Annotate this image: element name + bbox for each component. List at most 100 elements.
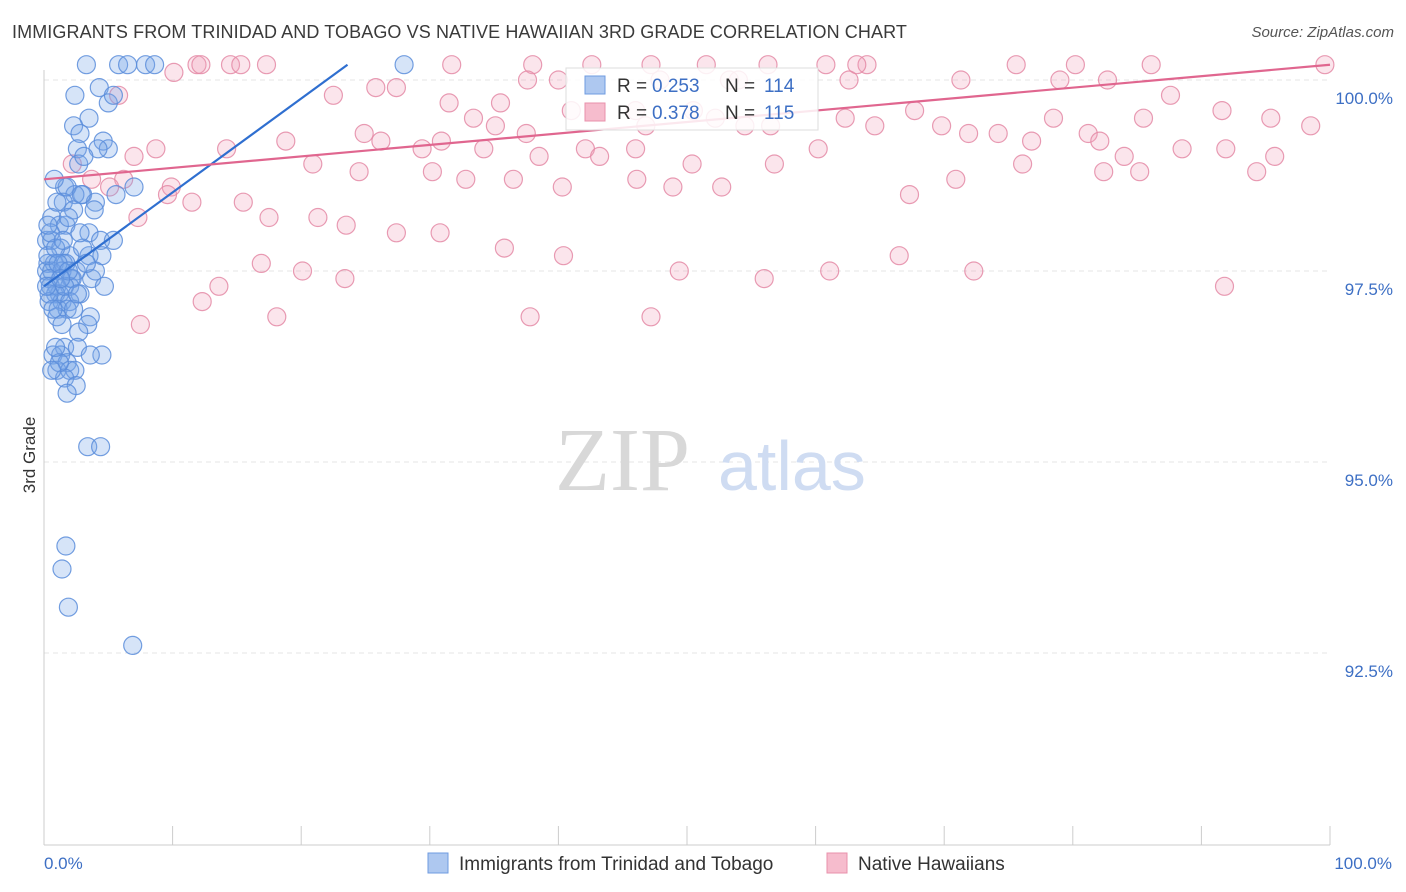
point-hawaiians-99: [308, 207, 328, 228]
point-trinidad-24: [124, 177, 144, 197]
point-hawaiians-26: [951, 70, 971, 90]
point-hawaiians-11: [816, 55, 836, 75]
y-tick-label-0: 100.0%: [1335, 89, 1393, 108]
point-hawaiians-28: [108, 85, 129, 105]
point-hawaiians-13: [1006, 55, 1026, 75]
point-hawaiians-104: [553, 246, 574, 266]
point-trinidad-77: [65, 360, 85, 380]
point-hawaiians-93: [1130, 162, 1150, 182]
point-hawaiians-121: [130, 314, 150, 335]
y-tick-labels: 100.0% 97.5% 95.0% 92.5%: [1335, 89, 1393, 681]
legend-swatch-trinidad: [584, 75, 606, 95]
point-hawaiians-17: [517, 70, 538, 90]
point-trinidad-113: [47, 192, 67, 212]
legend-n-value-hawaiians: 115: [764, 103, 794, 124]
point-hawaiians-84: [503, 169, 524, 189]
watermark: ZIP atlas: [555, 411, 866, 510]
chart-title: IMMIGRANTS FROM TRINIDAD AND TOBAGO VS N…: [12, 22, 907, 42]
point-hawaiians-51: [1212, 100, 1232, 121]
point-trinidad-5: [394, 55, 414, 75]
point-hawaiians-102: [430, 223, 450, 243]
point-hawaiians-80: [303, 154, 323, 174]
point-hawaiians-73: [1247, 162, 1267, 182]
point-trinidad-111: [76, 253, 97, 273]
point-trinidad-105: [45, 337, 66, 357]
point-hawaiians-57: [474, 139, 494, 159]
point-hawaiians-119: [192, 292, 212, 312]
point-trinidad-109: [51, 269, 71, 289]
point-hawaiians-3: [231, 55, 251, 75]
point-hawaiians-101: [386, 223, 406, 243]
point-hawaiians-86: [627, 169, 647, 189]
point-hawaiians-53: [354, 123, 374, 144]
point-trinidad-53: [94, 276, 115, 296]
point-hawaiians-33: [439, 93, 459, 113]
legend-r-value-trinidad: 0.253: [652, 76, 700, 97]
point-hawaiians-24: [1097, 70, 1118, 90]
legend-r-label-trinidad: R =: [617, 76, 647, 97]
point-trinidad-4: [145, 55, 165, 75]
point-hawaiians-60: [589, 146, 610, 166]
point-hawaiians-98: [259, 207, 279, 228]
point-hawaiians-22: [839, 70, 859, 90]
point-trinidad-27: [84, 200, 104, 220]
point-trinidad-104: [67, 284, 88, 304]
point-hawaiians-92: [1094, 162, 1114, 182]
point-hawaiians-37: [485, 116, 505, 136]
y-axis-label: 3rd Grade: [20, 417, 39, 494]
source-label: Source: ZipAtlas.com: [1251, 24, 1394, 41]
point-trinidad-100: [49, 353, 70, 373]
point-trinidad-86: [123, 635, 143, 656]
point-trinidad-98: [63, 299, 84, 319]
point-hawaiians-77: [217, 139, 237, 159]
point-hawaiians-49: [1133, 108, 1154, 128]
point-trinidad-2: [117, 55, 138, 75]
point-trinidad-80: [57, 383, 77, 403]
point-trinidad-90: [48, 253, 68, 273]
point-hawaiians-71: [1172, 139, 1192, 159]
point-trinidad-88: [45, 238, 66, 258]
point-trinidad-9: [103, 85, 124, 105]
point-hawaiians-30: [366, 77, 386, 98]
legend-r-value-hawaiians: 0.378: [652, 103, 700, 124]
point-hawaiians-105: [669, 261, 689, 281]
point-trinidad-95: [74, 146, 94, 166]
point-hawaiians-100: [336, 215, 356, 235]
point-hawaiians-75: [1301, 116, 1321, 136]
point-hawaiians-116: [209, 276, 229, 296]
point-trinidad-112: [38, 215, 58, 235]
point-trinidad-11: [63, 116, 84, 136]
point-trinidad-85: [58, 597, 79, 617]
point-hawaiians-1: [191, 55, 211, 75]
point-hawaiians-90: [946, 169, 966, 189]
point-hawaiians-15: [1141, 55, 1161, 75]
y-tick-label-3: 92.5%: [1345, 662, 1393, 681]
point-hawaiians-89: [899, 185, 920, 205]
point-hawaiians-5: [442, 55, 462, 75]
point-hawaiians-36: [463, 108, 484, 128]
point-hawaiians-56: [431, 131, 451, 151]
point-hawaiians-14: [1065, 55, 1086, 75]
point-trinidad-87: [38, 246, 58, 266]
point-trinidad-20: [65, 185, 85, 205]
point-trinidad-108: [42, 360, 62, 380]
point-trinidad-74: [57, 353, 77, 373]
watermark-atlas: atlas: [718, 427, 866, 505]
point-hawaiians-61: [625, 139, 646, 159]
point-hawaiians-52: [1261, 108, 1281, 128]
bottom-legend-swatch-trinidad: [427, 852, 449, 874]
point-hawaiians-64: [808, 139, 828, 159]
point-trinidad-62: [57, 299, 77, 319]
point-trinidad-0: [76, 55, 97, 75]
point-hawaiians-55: [412, 139, 432, 159]
watermark-zip: ZIP: [555, 411, 690, 510]
point-trinidad-33: [103, 230, 124, 250]
point-hawaiians-91: [1012, 154, 1033, 174]
point-trinidad-67: [69, 322, 89, 342]
y-tick-label-2: 95.0%: [1345, 471, 1393, 490]
point-hawaiians-88: [712, 177, 732, 197]
bottom-legend-swatch-hawaiians: [826, 852, 848, 874]
point-hawaiians-67: [988, 123, 1008, 144]
point-hawaiians-117: [251, 253, 271, 273]
legend-swatch-hawaiians: [584, 102, 606, 122]
